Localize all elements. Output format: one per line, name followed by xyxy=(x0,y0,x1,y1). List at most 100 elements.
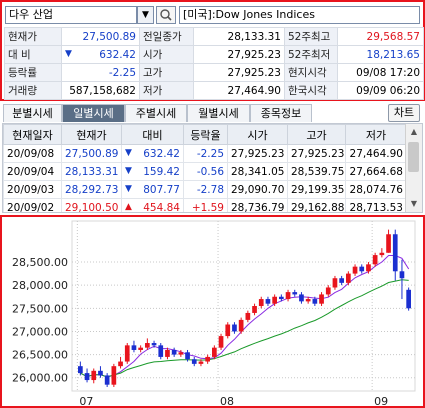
cell-low: 27,664.68 xyxy=(345,162,407,181)
symbol-input[interactable]: 다우 산업 xyxy=(5,6,137,24)
open-label: 시가 xyxy=(139,45,194,64)
column-header[interactable]: 시가 xyxy=(227,124,288,145)
cell-price: 28,292.73 xyxy=(61,180,122,199)
quote-info-table: 현재가 27,500.89 전일종가 28,133.31 52주최고 29,56… xyxy=(4,27,424,100)
column-header[interactable]: 현재일자 xyxy=(3,124,62,145)
candle-body xyxy=(191,359,197,364)
tab-monthly-quotes[interactable]: 월별시세 xyxy=(187,104,250,122)
change-value: 807.77 xyxy=(143,183,180,196)
table-row[interactable]: 20/09/02 29,100.50 ▲ 454.84 +1.59 28,736.79 29… xyxy=(3,198,407,213)
tab-weekly-quotes[interactable]: 주별시세 xyxy=(125,104,187,122)
column-header[interactable]: 등락율 xyxy=(183,124,228,145)
tab-minute-quotes[interactable]: 분별시세 xyxy=(3,104,62,122)
cell-price: 27,500.89 xyxy=(61,144,122,163)
cell-chg: ▼ 807.77 xyxy=(121,180,184,199)
cell-high: 29,162.88 xyxy=(287,198,346,212)
candle-body xyxy=(359,266,365,272)
candle-body xyxy=(212,347,217,357)
cell-chg: ▼ 159.42 xyxy=(121,162,184,181)
cell-rate: -2.25 xyxy=(183,144,228,163)
cell-low: 28,713.53 xyxy=(345,198,407,212)
cell-date: 20/09/04 xyxy=(3,162,62,181)
candle-body xyxy=(399,271,405,279)
candle-body xyxy=(131,345,137,350)
daily-quotes-grid: 현재일자 현재가 대비 등락율 시가 고가 저가 20/09/08 27,500.89 ▼ 632… xyxy=(2,123,423,213)
change-value: 454.84 xyxy=(143,201,180,213)
candle-body xyxy=(171,349,177,355)
table-row[interactable]: 20/09/03 28,292.73 ▼ 807.77 -2.78 29,090.70 29… xyxy=(3,180,407,199)
candle-body xyxy=(232,324,237,332)
scroll-thumb[interactable] xyxy=(408,142,419,172)
column-header[interactable]: 대비 xyxy=(121,124,184,145)
w52-high-value: 29,568.57 xyxy=(337,27,424,46)
candle-body xyxy=(178,352,184,355)
candle-body xyxy=(406,289,411,309)
candle-body xyxy=(279,296,284,300)
candle-body xyxy=(346,273,351,283)
cell-open: 29,090.70 xyxy=(227,180,288,199)
cell-open: 28,736.79 xyxy=(227,198,288,212)
low-label: 저가 xyxy=(139,81,194,100)
y-tick-label: 27,000.00 xyxy=(12,325,68,338)
tab-daily-quotes[interactable]: 일별시세 xyxy=(62,104,125,122)
candle-body xyxy=(245,312,251,320)
candle-body xyxy=(158,345,164,357)
candle-body xyxy=(292,292,298,295)
chart-button[interactable]: 차트 xyxy=(388,104,420,122)
column-header[interactable]: 현재가 xyxy=(61,124,122,145)
change-value: 159.42 xyxy=(143,165,180,178)
x-tick-label: 09 xyxy=(374,395,388,406)
x-tick-label: 08 xyxy=(220,395,234,406)
down-arrow-icon: ▼ xyxy=(125,165,132,176)
candle-body xyxy=(312,299,318,304)
market-label: [미국]:Dow Jones Indices xyxy=(179,6,420,24)
cell-open: 27,925.23 xyxy=(227,144,288,163)
cell-high: 27,925.23 xyxy=(287,144,346,163)
tab-bar: 분별시세 일별시세 주별시세 월별시세 종목정보 차트 xyxy=(0,103,425,123)
candle-body xyxy=(386,234,391,253)
column-header[interactable]: 고가 xyxy=(287,124,346,145)
high-label: 고가 xyxy=(139,63,194,82)
cell-rate: -2.78 xyxy=(183,180,228,199)
prev-close-label: 전일종가 xyxy=(139,27,194,46)
down-arrow-icon: ▼ xyxy=(125,183,132,194)
candle-body xyxy=(225,324,231,337)
table-row[interactable]: 20/09/08 27,500.89 ▼ 632.42 -2.25 27,925.23 27… xyxy=(3,144,407,163)
kr-time-value: 09/09 06:20 xyxy=(337,81,424,100)
change-value: 632.42 xyxy=(99,48,136,61)
candle-body xyxy=(145,343,150,348)
scroll-down-icon[interactable]: ▼ xyxy=(410,199,418,208)
current-price-value: 27,500.89 xyxy=(61,27,140,46)
change-rate-value: -2.25 xyxy=(61,63,140,82)
cell-high: 28,539.75 xyxy=(287,162,346,181)
candle-body xyxy=(325,287,331,295)
scroll-up-icon[interactable]: ▲ xyxy=(410,127,418,136)
search-icon[interactable] xyxy=(156,6,176,24)
chevron-down-icon[interactable]: ▼ xyxy=(137,6,154,24)
kr-time-label: 한국시각 xyxy=(284,81,338,100)
candle-body xyxy=(258,299,264,306)
candle-body xyxy=(91,370,97,381)
y-tick-label: 26,500.00 xyxy=(12,349,68,362)
symbol-toolbar: 다우 산업 ▼ [미국]:Dow Jones Indices xyxy=(5,6,420,26)
y-tick-label: 27,500.00 xyxy=(12,302,68,315)
up-arrow-icon: ▲ xyxy=(125,201,132,212)
candle-body xyxy=(84,373,90,381)
column-header[interactable]: 저가 xyxy=(345,124,407,145)
change-value: 632.42 xyxy=(143,147,180,160)
candle-body xyxy=(151,343,157,346)
w52-low-value: 18,213.65 xyxy=(337,45,424,64)
candle-body xyxy=(138,347,143,350)
w52-high-label: 52주최고 xyxy=(284,27,338,46)
candle-body xyxy=(205,356,210,362)
change-rate-label: 등락률 xyxy=(4,63,62,82)
grid-scrollbar[interactable]: ▲ ▼ xyxy=(405,124,422,212)
table-row[interactable]: 20/09/04 28,133.31 ▼ 159.42 -0.56 28,341.05 28… xyxy=(3,162,407,181)
cell-chg: ▲ 454.84 xyxy=(121,198,184,213)
tab-stock-info[interactable]: 종목정보 xyxy=(250,104,312,122)
candle-body xyxy=(238,319,244,332)
volume-label: 거래량 xyxy=(4,81,62,100)
current-price-label: 현재가 xyxy=(4,27,62,46)
cell-low: 27,464.90 xyxy=(345,144,407,163)
y-tick-label: 26,000.00 xyxy=(12,372,68,385)
